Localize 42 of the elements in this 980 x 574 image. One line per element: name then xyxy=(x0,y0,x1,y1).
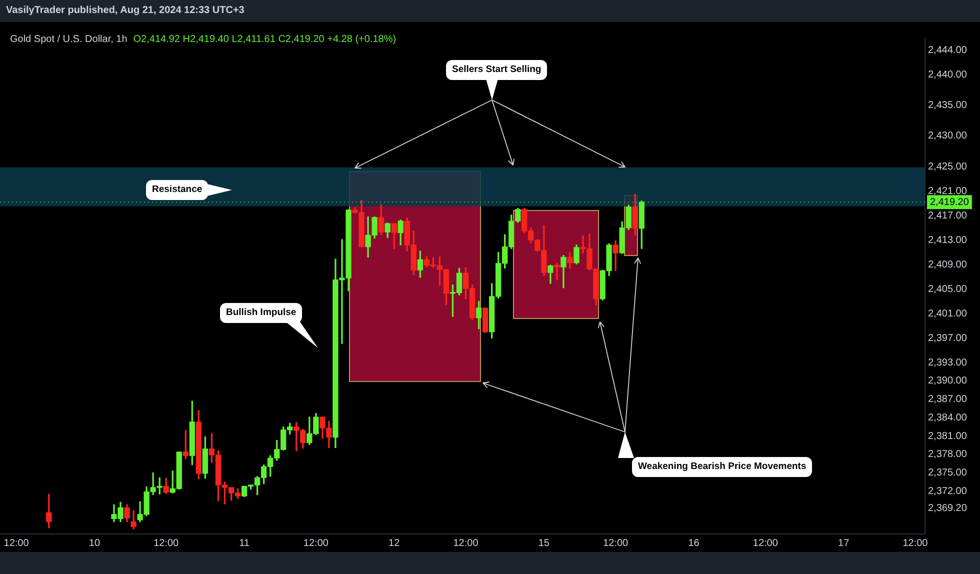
y-tick-label: 2,421.00 xyxy=(928,186,968,197)
y-tick-label: 2,444.00 xyxy=(928,44,968,56)
x-tick-label: 11 xyxy=(239,538,250,549)
y-tick-label: 2,417.00 xyxy=(928,210,968,222)
y-tick-label: 2,405.00 xyxy=(928,284,968,295)
x-tick-label: 12:00 xyxy=(303,538,329,549)
x-tick-label: 12:00 xyxy=(453,538,479,549)
y-tick-label: 2,384.00 xyxy=(928,412,968,424)
y-tick-label: 2,435.00 xyxy=(928,100,968,112)
x-tick-label: 12:00 xyxy=(154,538,180,549)
y-tick-label: 2,440.00 xyxy=(928,69,968,80)
x-tick-label: 10 xyxy=(88,538,100,549)
y-tick-label: 2,413.00 xyxy=(928,234,968,246)
y-tick-label: 2,378.00 xyxy=(928,449,968,460)
annotation: Weakening Bearish Price Movements xyxy=(632,457,812,477)
y-tick-label: 2,387.00 xyxy=(928,394,968,406)
annotation: Sellers Start Selling xyxy=(446,60,548,80)
x-tick-label: 12 xyxy=(388,538,400,549)
x-tick-label: 12:00 xyxy=(603,538,629,549)
x-tick-label: 15 xyxy=(538,538,550,549)
y-tick-label: 2,409.00 xyxy=(928,259,968,270)
ref-line-label: 2,419.20 xyxy=(930,196,970,208)
annotation: Bullish Impulse xyxy=(220,303,302,323)
y-tick-label: 2,381.00 xyxy=(928,430,968,442)
y-tick-label: 2,397.00 xyxy=(928,332,968,344)
x-tick-label: 12:00 xyxy=(4,538,30,549)
x-tick-label: 17 xyxy=(838,538,850,549)
y-tick-label: 2,401.00 xyxy=(928,308,968,320)
text: VasilyTrader published, Aug 21, 2024 12:33 UTC+3 xyxy=(0,0,980,22)
x-tick-label: 12:00 xyxy=(902,538,928,549)
annotation: Resistance xyxy=(146,180,208,200)
chart-title: Gold Spot / U.S. Dollar, 1h xyxy=(10,34,128,45)
y-tick-label: 2,369.20 xyxy=(928,503,968,514)
y-tick-label: 2,390.00 xyxy=(928,376,968,387)
y-tick-label: 2,375.00 xyxy=(928,468,968,479)
y-tick-label: 2,393.00 xyxy=(928,357,968,368)
chart-subtitle: O2,414.92 H2,419.40 L2,411.61 C2,419.20 +4.28 (+0.18%) xyxy=(133,34,396,45)
y-tick-label: 2,425.00 xyxy=(928,161,968,172)
x-tick-label: 16 xyxy=(688,538,700,549)
y-tick-label: 2,430.00 xyxy=(928,130,968,142)
x-tick-label: 12:00 xyxy=(752,538,778,549)
y-tick-label: 2,372.00 xyxy=(928,486,968,497)
